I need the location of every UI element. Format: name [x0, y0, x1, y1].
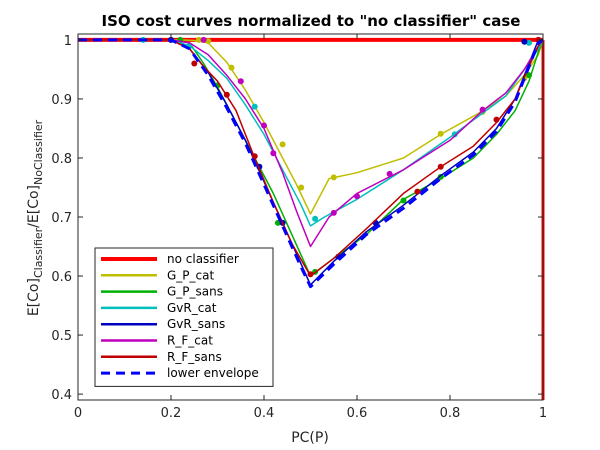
series-5-marker-6	[386, 170, 393, 177]
series-6-marker-3	[307, 271, 314, 278]
series-1-marker-4	[279, 141, 286, 148]
series-line-6	[78, 39, 544, 277]
series-6-marker-4	[414, 188, 421, 195]
y-tick-label-0: 0.4	[51, 388, 72, 403]
axes-layer: 0 0.2 0.4 0.6 0.8 1 0.4 0.5 0.6 0.7 0.8 0.9 1	[51, 33, 547, 421]
x-tick-label-1: 0.2	[161, 406, 182, 421]
series-line-7	[78, 38, 544, 289]
legend-label-7: lower envelope	[167, 366, 259, 380]
series-5-marker-1	[237, 78, 244, 85]
x-tick-label-4: 0.8	[440, 406, 461, 421]
series-1-marker-1	[195, 36, 202, 43]
series-line-5	[78, 39, 544, 248]
legend: no classifier G_P_cat G_P_sans GvR_cat GvR_s…	[94, 247, 274, 387]
y-tick-label-6: 1	[64, 34, 72, 49]
series-1-marker-5	[298, 184, 305, 191]
series-6-marker-2	[251, 153, 258, 160]
y-tick-label-2: 0.6	[51, 270, 72, 285]
series-6-marker-6	[493, 116, 500, 123]
series-3-marker-3	[312, 215, 319, 222]
y-tick-label-4: 0.8	[51, 152, 72, 167]
y-tick-label-3: 0.7	[51, 211, 72, 226]
series-5-marker-0	[200, 36, 207, 43]
series-6-marker-0	[191, 60, 198, 67]
series-2-marker-4	[400, 197, 407, 204]
legend-box	[94, 247, 274, 387]
series-6-marker-5	[437, 163, 444, 170]
y-tick-label-1: 0.5	[51, 329, 72, 344]
series-5-marker-3	[270, 150, 277, 157]
y-label-main: E[Co]	[26, 278, 42, 316]
series-5-marker-2	[261, 122, 267, 129]
series-1-marker-7	[437, 130, 444, 137]
series-5-marker-7	[479, 106, 486, 113]
legend-label-6: R_F_sans	[167, 350, 222, 364]
x-tick-label-2: 0.4	[254, 406, 275, 421]
y-label-sub2: NoClassifier	[32, 119, 45, 185]
x-tick-label-3: 0.6	[347, 406, 368, 421]
legend-label-0: no classifier	[167, 252, 239, 266]
series-3-marker-2	[251, 103, 258, 110]
legend-label-4: GvR_sans	[167, 317, 225, 331]
series-5-marker-4	[330, 209, 337, 216]
series-layer	[78, 36, 545, 400]
series-4-marker-5	[521, 38, 528, 45]
series-3-marker-5	[526, 39, 532, 46]
series-1-marker-6	[330, 174, 337, 181]
y-axis-label: E[Co]Classifier/E[Co]NoClassifier	[26, 119, 45, 316]
chart-title: ISO cost curves normalized to "no classi…	[102, 12, 521, 30]
x-tick-label-0: 0	[74, 406, 82, 421]
series-line-3	[78, 39, 544, 227]
y-label-mid: /E[Co]	[26, 185, 42, 228]
legend-label-1: G_P_cat	[167, 268, 214, 282]
x-tick-label-5: 1	[539, 406, 547, 421]
series-1-marker-2	[205, 38, 212, 45]
series-2-marker-6	[526, 72, 532, 79]
x-axis-label: PC(P)	[291, 430, 329, 446]
legend-label-3: GvR_cat	[167, 301, 217, 315]
legend-label-5: R_F_cat	[167, 334, 213, 348]
series-3-marker-4	[451, 131, 458, 138]
y-tick-label-5: 0.9	[51, 93, 72, 108]
series-1-marker-3	[228, 64, 235, 71]
y-label-sub1: Classifier	[32, 227, 45, 278]
series-5-marker-5	[354, 193, 360, 200]
series-6-marker-1	[223, 91, 230, 98]
legend-label-2: G_P_sans	[167, 285, 223, 299]
